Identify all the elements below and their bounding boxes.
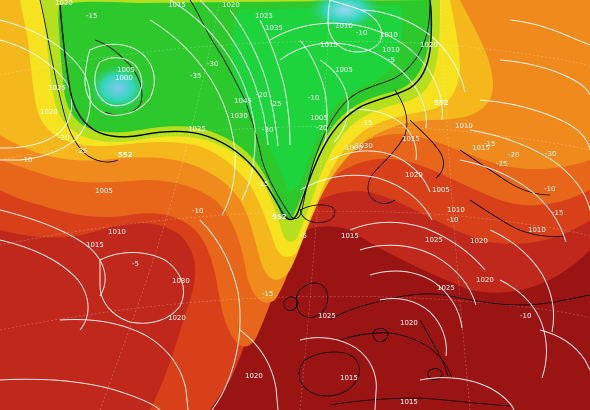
pressure-label: 1020 xyxy=(420,41,438,49)
temperature-label: -5 xyxy=(388,56,395,64)
pressure-label: 1015 xyxy=(341,232,359,240)
pressure-label: 1015 xyxy=(400,398,418,406)
pressure-label: 1020 xyxy=(40,108,58,116)
pressure-label: 1005 xyxy=(95,187,113,195)
pressure-label: 1005 xyxy=(117,66,135,74)
temperature-label: -30 xyxy=(207,60,218,68)
pressure-label: 1025 xyxy=(255,12,273,20)
temperature-label: -15 xyxy=(86,12,97,20)
temperature-label: -25 xyxy=(270,100,281,108)
pressure-label: 1030 xyxy=(355,142,373,150)
pressure-label: 1005 xyxy=(310,114,328,122)
pressure-label: 1025 xyxy=(425,236,443,244)
isohypse-label: 552 xyxy=(118,151,133,159)
temperature-label: -30 xyxy=(262,126,273,134)
pressure-label: 1015 xyxy=(340,374,358,382)
pressure-label: 1020 xyxy=(245,372,263,380)
isoline-labels: 552 552 552 xyxy=(118,99,449,221)
pressure-label: 1015 xyxy=(320,41,338,49)
pressure-label: 1025 xyxy=(437,284,455,292)
pressure-label: 1020 xyxy=(222,1,240,9)
temperature-label: -10 xyxy=(544,185,555,193)
coastline-map xyxy=(39,0,590,407)
pressure-label: 1010 xyxy=(455,122,473,130)
pressure-label: 1030 xyxy=(230,112,248,120)
pressure-label: 1025 xyxy=(318,312,336,320)
low-center-north xyxy=(305,0,385,32)
temperature-label: -10 xyxy=(356,29,367,37)
temperature-label: -10 xyxy=(192,207,203,215)
pressure-label: 1015 xyxy=(86,241,104,249)
pressure-label: 1025 xyxy=(48,84,66,92)
pressure-label: 1020 xyxy=(168,314,186,322)
temperature-label: -5 xyxy=(300,232,307,240)
temperature-label: -15 xyxy=(552,209,563,217)
pressure-label: 1005 xyxy=(432,186,450,194)
pressure-label: 1010 xyxy=(528,226,546,234)
pressure-label: 1015 xyxy=(472,144,490,152)
pressure-label: 1035 xyxy=(265,24,283,32)
pressure-label: 1025 xyxy=(188,125,206,133)
isohypse-label: 552 xyxy=(272,213,287,221)
isohypse-label: 552 xyxy=(434,99,449,107)
pressure-label: 1030 xyxy=(172,277,190,285)
pressure-label: 1010 xyxy=(447,206,465,214)
pressure-label: 1020 xyxy=(400,319,418,327)
temperature-label: -25 xyxy=(496,160,507,168)
temperature-label: -10 xyxy=(447,216,458,224)
temperature-label: -20 xyxy=(58,134,69,142)
pressure-label: 1010 xyxy=(335,22,353,30)
temperature-label: -20 xyxy=(508,151,519,159)
temperature-label: -35 xyxy=(190,72,201,80)
pressure-label: 1020 xyxy=(55,0,73,7)
pressure-label: 1015 xyxy=(402,135,420,143)
temperature-label: -20 xyxy=(256,91,267,99)
temperature-label: -10 xyxy=(21,156,32,164)
temperature-label: -5 xyxy=(132,260,139,268)
pressure-label: 1020 xyxy=(405,171,423,179)
temperature-label: -15 xyxy=(262,290,273,298)
temperature-label: -15 xyxy=(484,140,495,148)
isohypse-552 xyxy=(59,0,433,221)
pressure-label: 1020 xyxy=(476,276,494,284)
temperature-label: -25 xyxy=(76,147,87,155)
low-center-west xyxy=(86,62,150,114)
temperature-label: -20 xyxy=(316,124,327,132)
pressure-label: 1010 xyxy=(108,228,126,236)
pressure-label: 1010 xyxy=(382,46,400,54)
temperature-label: -15 xyxy=(361,119,372,127)
temp-labels: -15-10-20-25-30-35-20-10-5-10-15-20-25-3… xyxy=(21,12,563,320)
temperature-label: -15 xyxy=(257,180,268,188)
pressure-label: 1000 xyxy=(115,74,133,82)
pressure-label: 1005 xyxy=(335,66,353,74)
pressure-label: 1015 xyxy=(168,1,186,9)
temperature-label: -10 xyxy=(308,94,319,102)
pressure-label: 1045 xyxy=(234,97,252,105)
temperature-label: -30 xyxy=(545,150,556,158)
pressure-label: 1020 xyxy=(470,237,488,245)
temperature-label: -10 xyxy=(520,312,531,320)
pressure-label: 1010 xyxy=(380,31,398,39)
pressure-label: 1000 xyxy=(345,144,363,152)
